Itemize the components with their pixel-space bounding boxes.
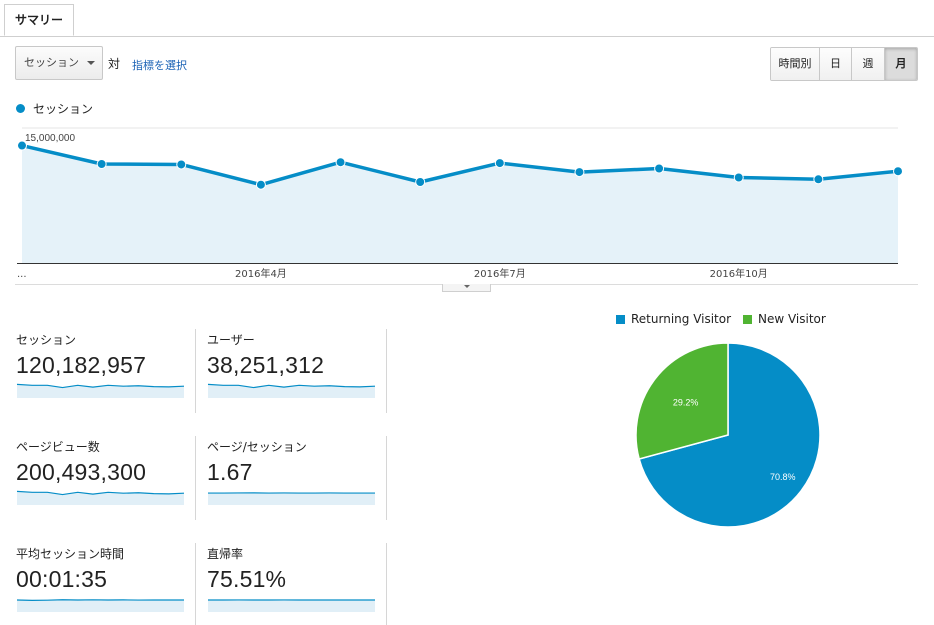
data-point[interactable] [733,172,744,183]
pie-slice-new[interactable] [635,343,729,460]
sparkline-line [16,599,184,601]
metric-pageviews: ページビュー数 200,493,300 [16,438,188,505]
data-point[interactable] [813,174,824,185]
divider [195,436,196,520]
sparkline-fill [208,599,375,612]
pie-slice-returning[interactable] [638,343,821,528]
period-day-button[interactable]: 日 [820,48,852,80]
pie-legend-returning: Returning Visitor [616,312,731,326]
x-tick-label: 2016年7月 [474,267,526,280]
data-point[interactable] [17,140,27,151]
period-month-button[interactable]: 月 [885,48,917,80]
period-selector: 時間別 日 週 月 [770,47,918,81]
pie-value-label: 29.2% [673,398,699,408]
visitor-pie-chart: 70.8% 29.2% [635,343,821,528]
sparkline [16,599,184,612]
sparkline-line [207,383,376,389]
metric-label: ページビュー数 [16,440,100,454]
metric-label: 平均セッション時間 [16,547,125,561]
metric-avg-session-duration: 平均セッション時間 00:01:35 [16,545,188,612]
metric-label: セッション [16,333,77,347]
pie-value-label: 70.8% [770,472,796,482]
divider [386,543,387,625]
data-point[interactable] [494,158,505,169]
metric-users: ユーザー 38,251,312 [207,331,379,398]
sparkline-fill [17,491,184,505]
tab-summary[interactable]: サマリー [4,4,74,36]
metric-value: 38,251,312 [207,352,325,378]
chart-legend: セッション [16,100,93,117]
area-fill [22,145,898,263]
sparkline-fill [208,384,375,398]
data-point[interactable] [415,177,426,187]
pie-legend-new: New Visitor [743,312,826,326]
metric-pages-per-session: ページ/セッション 1.67 [207,438,379,505]
sparkline [16,490,185,505]
legend-dot-icon [16,104,25,113]
chevron-down-icon [464,285,470,288]
metric-bounce-rate: 直帰率 75.51% [207,545,379,612]
sparkline [208,492,375,505]
metric-label: ページ/セッション [207,440,307,454]
metric-value: 120,182,957 [16,352,147,378]
period-week-button[interactable]: 週 [852,48,885,80]
sparkline-fill [17,599,184,612]
data-point[interactable] [893,166,903,177]
x-tick-label: 2016年10月 [710,267,768,280]
sessions-line-chart: 15,000,0007,500,000...2016年4月2016年7月2016… [17,127,903,280]
divider [195,329,196,413]
pie-legend-label: Returning Visitor [631,312,732,326]
metric-value: 1.67 [207,459,253,485]
select-metric-link[interactable]: 指標を選択 [132,59,187,72]
data-point[interactable] [96,159,107,169]
metric-dropdown[interactable]: セッション [15,46,103,80]
sparkline [207,383,376,398]
sparkline [16,383,185,398]
period-hourly-button[interactable]: 時間別 [771,48,820,80]
metric-label: 直帰率 [207,547,244,561]
metric-value: 75.51% [207,566,287,592]
divider [386,436,387,520]
metric-sessions: セッション 120,182,957 [16,331,188,398]
legend-swatch-icon [743,314,752,324]
tab-strip: サマリー [0,0,934,37]
pie-legend-label: New Visitor [758,312,826,326]
legend-swatch-icon [616,314,625,324]
metric-dropdown-value: セッション [24,56,79,69]
x-tick-label: 2016年4月 [235,267,287,280]
data-point[interactable] [176,159,187,170]
series-line [21,143,899,187]
data-point[interactable] [654,163,665,174]
sparkline-line [16,490,185,496]
metric-value: 00:01:35 [16,566,108,592]
y-tick-label: 15,000,000 [25,133,75,144]
sparkline-line [16,383,185,389]
x-tick-label: ... [17,269,27,280]
chevron-down-icon [87,61,95,65]
metric-label: ユーザー [207,333,255,347]
data-point[interactable] [574,167,585,178]
divider [195,543,196,625]
vs-label: 対 [108,57,121,71]
metric-value: 200,493,300 [16,459,147,485]
legend-label: セッション [33,102,94,116]
data-point[interactable] [335,157,346,168]
sparkline [208,599,375,612]
data-point[interactable] [255,179,266,190]
collapse-toggle[interactable] [442,284,491,292]
sparkline-fill [17,384,184,398]
sparkline-fill [208,492,375,505]
divider [386,329,387,413]
